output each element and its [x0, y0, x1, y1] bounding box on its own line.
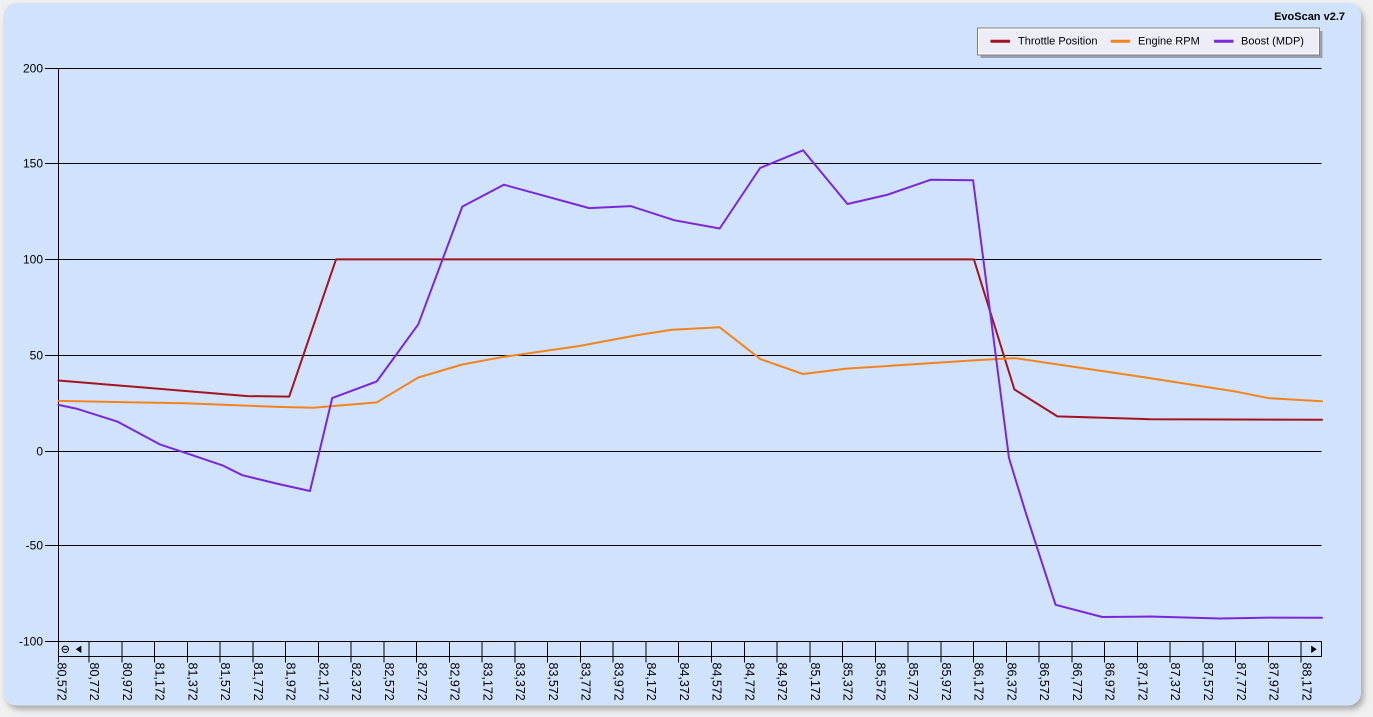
svg-text:100: 100	[23, 252, 43, 266]
svg-text:81,172: 81,172	[153, 663, 167, 701]
svg-text:Boost (MDP): Boost (MDP)	[1241, 36, 1304, 48]
svg-text:85,372: 85,372	[841, 663, 855, 701]
svg-text:83,972: 83,972	[611, 663, 625, 701]
svg-text:87,972: 87,972	[1267, 663, 1281, 701]
svg-text:86,572: 86,572	[1037, 663, 1051, 701]
svg-text:84,772: 84,772	[742, 663, 756, 701]
svg-text:85,572: 85,572	[873, 663, 887, 701]
svg-text:87,572: 87,572	[1201, 663, 1215, 701]
svg-text:82,972: 82,972	[448, 663, 462, 701]
svg-text:81,572: 81,572	[218, 663, 232, 701]
svg-text:87,772: 87,772	[1234, 663, 1248, 701]
svg-text:82,572: 82,572	[382, 663, 396, 701]
svg-text:83,572: 83,572	[546, 663, 560, 701]
svg-text:81,372: 81,372	[185, 663, 199, 701]
svg-text:Engine RPM: Engine RPM	[1138, 36, 1200, 48]
svg-text:87,372: 87,372	[1168, 663, 1182, 701]
svg-text:84,972: 84,972	[775, 663, 789, 701]
svg-text:86,172: 86,172	[972, 663, 986, 701]
svg-text:80,572: 80,572	[54, 663, 68, 701]
svg-text:84,572: 84,572	[710, 663, 724, 701]
svg-text:82,172: 82,172	[316, 663, 330, 701]
svg-text:Throttle Position: Throttle Position	[1018, 36, 1097, 48]
svg-text:0: 0	[36, 444, 43, 458]
svg-text:200: 200	[23, 61, 43, 75]
svg-text:87,172: 87,172	[1135, 663, 1149, 701]
svg-text:82,772: 82,772	[415, 663, 429, 701]
svg-text:85,772: 85,772	[906, 663, 920, 701]
svg-text:-50: -50	[26, 538, 44, 552]
svg-text:86,372: 86,372	[1004, 663, 1018, 701]
svg-text:82,372: 82,372	[349, 663, 363, 701]
svg-text:88,172: 88,172	[1299, 663, 1313, 701]
svg-text:80,772: 80,772	[87, 663, 101, 701]
svg-text:85,972: 85,972	[939, 663, 953, 701]
svg-text:84,172: 84,172	[644, 663, 658, 701]
svg-text:50: 50	[30, 348, 44, 362]
svg-text:83,772: 83,772	[579, 663, 593, 701]
svg-text:83,372: 83,372	[513, 663, 527, 701]
svg-text:86,972: 86,972	[1103, 663, 1117, 701]
svg-text:83,172: 83,172	[480, 663, 494, 701]
svg-text:81,772: 81,772	[251, 663, 265, 701]
svg-text:85,172: 85,172	[808, 663, 822, 701]
svg-text:EvoScan v2.7: EvoScan v2.7	[1274, 11, 1345, 23]
svg-text:84,372: 84,372	[677, 663, 691, 701]
svg-text:-100: -100	[19, 634, 43, 648]
svg-text:86,772: 86,772	[1070, 663, 1084, 701]
svg-text:80,972: 80,972	[120, 663, 134, 701]
svg-text:150: 150	[23, 156, 43, 170]
svg-text:81,972: 81,972	[284, 663, 298, 701]
